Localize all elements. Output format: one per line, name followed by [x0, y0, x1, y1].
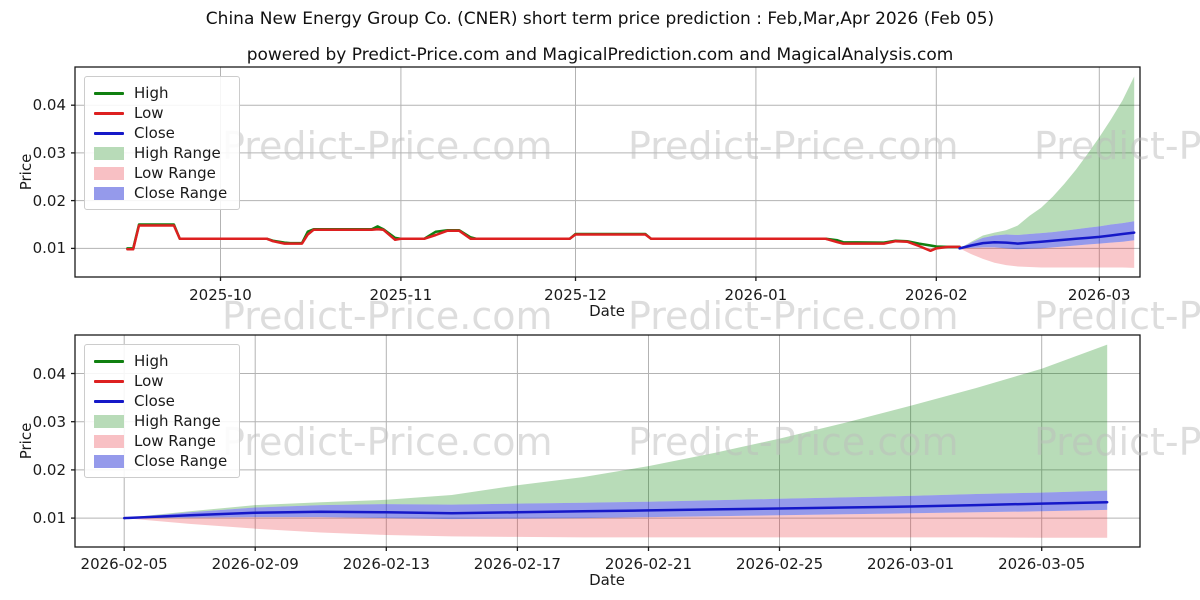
- legend: High Low Close High Range Low Range Close Ran…: [84, 344, 241, 478]
- y-tick-label: 0.01: [32, 239, 66, 258]
- legend-patch-swatch: [94, 186, 124, 200]
- x-tick-label: 2026-02-05: [80, 555, 168, 573]
- legend-entry: Close Range: [94, 183, 227, 203]
- x-tick-label: 2026-02-09: [211, 555, 299, 573]
- y-tick-label: 0.04: [32, 364, 66, 383]
- legend-label: Low: [134, 104, 164, 122]
- legend: High Low Close High Range Low Range Close Ran…: [84, 76, 241, 210]
- x-tick-label: 2025-11: [369, 286, 433, 304]
- legend-entry: Low Range: [94, 431, 227, 451]
- legend-line-swatch: [94, 91, 124, 95]
- y-tick-label: 0.03: [32, 412, 66, 431]
- legend-entry: Low: [94, 103, 227, 123]
- legend-entry: Close: [94, 391, 227, 411]
- y-tick-label: 0.02: [32, 191, 66, 210]
- x-tick-label: 2026-02: [904, 286, 968, 304]
- legend-line-swatch: [94, 379, 124, 383]
- x-tick-label: 2026-03-01: [867, 555, 955, 573]
- x-tick-label: 2026-02-17: [473, 555, 561, 573]
- legend-label: Low: [134, 372, 164, 390]
- x-tick-label: 2026-02-25: [735, 555, 824, 573]
- x-tick-label: 2026-03: [1067, 286, 1131, 304]
- legend-label: Close Range: [134, 452, 228, 470]
- legend-entry: High: [94, 83, 227, 103]
- low-range-band: [124, 509, 1108, 538]
- close-line: [122, 500, 1109, 520]
- legend-patch-swatch: [94, 414, 124, 428]
- high-range-band: [124, 344, 1108, 519]
- legend-line-swatch: [94, 399, 124, 403]
- legend-label: Close: [134, 392, 175, 410]
- low-range-band: [959, 240, 1135, 268]
- legend-line-swatch: [94, 359, 124, 363]
- legend-patch-swatch: [94, 454, 124, 468]
- low-line: [126, 224, 961, 253]
- legend-entry: High Range: [94, 411, 227, 431]
- legend-patch-swatch: [94, 146, 124, 160]
- legend-line-swatch: [94, 131, 124, 135]
- x-tick-label: 2026-02-13: [342, 555, 430, 573]
- y-tick-label: 0.02: [32, 460, 66, 479]
- page-title: China New Energy Group Co. (CNER) short …: [205, 9, 995, 29]
- high-line: [126, 223, 961, 250]
- legend-label: Low Range: [134, 432, 216, 450]
- y-tick-label: 0.04: [32, 96, 66, 115]
- y-tick-label: 0.03: [32, 143, 66, 162]
- subtitle: powered by Predict-Price.com and Magical…: [246, 45, 954, 65]
- legend-patch-swatch: [94, 166, 124, 180]
- legend-label: High: [134, 352, 169, 370]
- bottom-chart-xaxis-label: Date: [589, 571, 625, 589]
- high-range-band: [959, 76, 1135, 249]
- plot-frame: [74, 334, 1141, 548]
- legend-label: Close: [134, 124, 175, 142]
- legend-label: High: [134, 84, 169, 102]
- x-tick-label: 2026-03-05: [998, 555, 1086, 573]
- legend-patch-swatch: [94, 434, 124, 448]
- close-line: [958, 231, 1136, 250]
- x-tick-label: 2026-01: [724, 286, 788, 304]
- legend-entry: Close: [94, 123, 227, 143]
- x-tick-label: 2025-12: [544, 286, 607, 304]
- x-tick-label: 2026-02-21: [604, 555, 693, 573]
- legend-label: High Range: [134, 412, 221, 430]
- y-tick-label: 0.01: [32, 509, 66, 528]
- legend-label: High Range: [134, 144, 221, 162]
- legend-label: Close Range: [134, 184, 228, 202]
- plot-frame: [74, 66, 1141, 278]
- legend-label: Low Range: [134, 164, 216, 182]
- legend-entry: Close Range: [94, 451, 227, 471]
- x-tick-label: 2025-10: [189, 286, 252, 304]
- top-chart-xaxis-label: Date: [589, 302, 625, 320]
- legend-entry: Low: [94, 371, 227, 391]
- legend-entry: High: [94, 351, 227, 371]
- legend-line-swatch: [94, 111, 124, 115]
- legend-entry: Low Range: [94, 163, 227, 183]
- legend-entry: High Range: [94, 143, 227, 163]
